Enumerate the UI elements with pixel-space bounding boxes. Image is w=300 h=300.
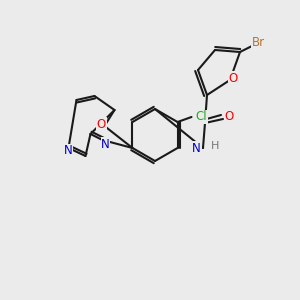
Text: H: H	[211, 141, 219, 151]
Text: O: O	[228, 71, 238, 85]
Text: N: N	[101, 137, 110, 151]
Text: Br: Br	[251, 35, 265, 49]
Text: O: O	[224, 110, 234, 124]
Text: Cl: Cl	[196, 110, 207, 124]
Text: N: N	[64, 145, 73, 158]
Text: N: N	[192, 142, 201, 154]
Text: O: O	[97, 118, 106, 130]
